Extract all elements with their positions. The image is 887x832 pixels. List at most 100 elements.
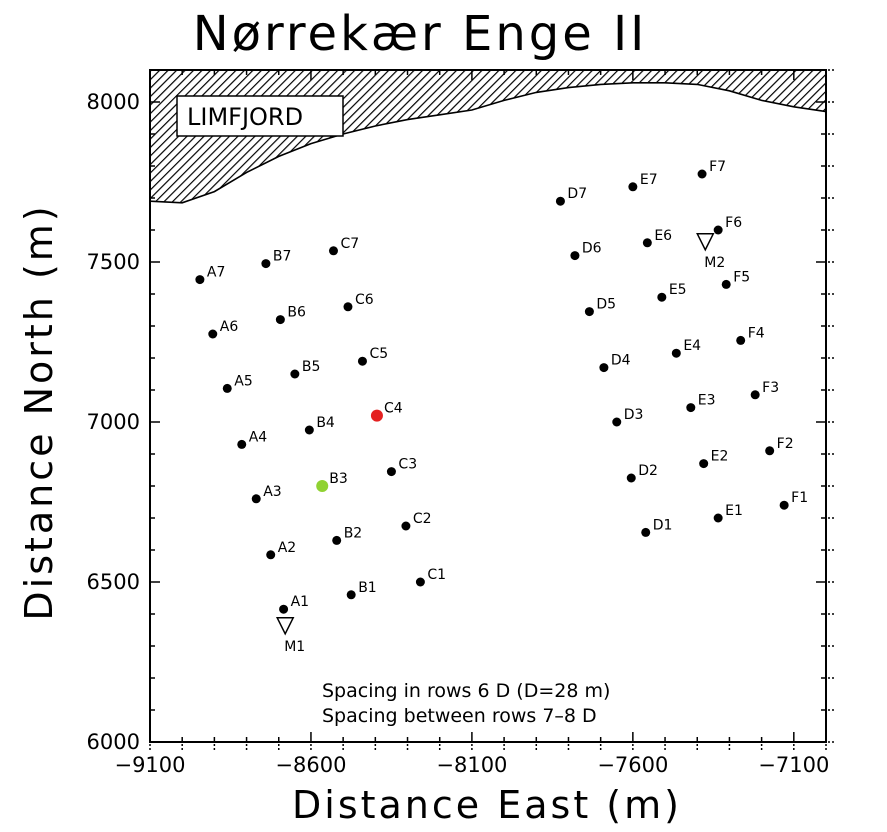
turbine-label-d4: D4	[611, 353, 631, 369]
annotation-spacing-between-rows: Spacing between rows 7–8 D	[322, 705, 597, 727]
turbine-point-a3	[251, 494, 261, 504]
mast-marker-m2	[696, 233, 715, 252]
turbine-label-f1: F1	[791, 490, 808, 506]
region-label-box: LIMFJORD	[176, 95, 344, 137]
mast-label-m1: M1	[284, 639, 305, 655]
chart-title: Nørrekær Enge II	[193, 6, 648, 62]
x-tick-label: −9100	[114, 753, 185, 777]
turbine-label-b3: B3	[329, 471, 348, 487]
turbine-label-d2: D2	[638, 463, 658, 479]
turbine-point-a6	[208, 329, 218, 339]
turbine-label-f5: F5	[733, 269, 750, 285]
turbine-point-e6	[642, 238, 652, 248]
turbine-label-e6: E6	[654, 228, 672, 244]
turbine-points: A1 A2 A3 A4 A5 A6 A7 B1 B2 B3 B4 B5 B6 B7 C1 C2 C3 C4 C5 C6…	[195, 159, 808, 655]
turbine-label-b2: B2	[344, 525, 363, 541]
turbine-point-a2	[266, 550, 276, 560]
turbine-point-d3	[612, 417, 622, 427]
turbine-label-e2: E2	[711, 449, 729, 465]
turbine-label-f7: F7	[709, 159, 726, 175]
turbine-point-d5	[584, 307, 594, 317]
turbine-point-c4	[370, 409, 383, 422]
x-tick-label: −8100	[436, 753, 507, 777]
y-tick-label: 6500	[87, 570, 140, 594]
turbine-point-f7	[697, 169, 707, 179]
turbine-label-b6: B6	[287, 305, 306, 321]
turbine-point-f2	[765, 446, 775, 456]
turbine-label-c6: C6	[355, 292, 374, 308]
turbine-point-a5	[222, 383, 232, 393]
turbine-label-f4: F4	[748, 325, 765, 341]
turbine-label-c1: C1	[427, 567, 446, 583]
y-tick-label: 8000	[87, 90, 140, 114]
turbine-point-e1	[713, 513, 723, 523]
turbine-label-f6: F6	[725, 215, 742, 231]
turbine-point-c7	[328, 246, 338, 256]
axes: −9100 −8600 −8100 −7600 −7100 6000 6500 7000 750…	[87, 69, 834, 777]
turbine-label-f3: F3	[762, 380, 779, 396]
mast-marker-m1	[275, 617, 295, 636]
turbine-label-d1: D1	[653, 517, 673, 533]
turbine-label-c5: C5	[369, 346, 388, 362]
turbine-point-f1	[779, 500, 789, 510]
turbine-point-f4	[736, 335, 746, 345]
turbine-point-e4	[671, 348, 681, 358]
turbine-label-a1: A1	[291, 594, 309, 610]
annotation-spacing-rows: Spacing in rows 6 D (D=28 m)	[322, 680, 610, 702]
turbine-point-b6	[275, 315, 285, 325]
turbine-point-e2	[699, 459, 709, 469]
turbine-label-b1: B1	[358, 580, 377, 596]
turbine-point-f6	[713, 225, 723, 235]
turbine-label-d5: D5	[596, 297, 616, 313]
turbine-label-f2: F2	[777, 436, 794, 452]
x-tick-label: −7600	[597, 753, 668, 777]
turbine-label-d6: D6	[582, 241, 602, 257]
y-tick-label: 7500	[87, 250, 140, 274]
turbine-label-b5: B5	[302, 359, 321, 375]
turbine-point-c5	[357, 356, 367, 366]
region-label: LIMFJORD	[187, 103, 303, 131]
turbine-point-b5	[290, 369, 300, 379]
turbine-point-a7	[195, 275, 205, 285]
shoreline	[149, 82, 827, 204]
turbine-label-a3: A3	[263, 484, 281, 500]
turbine-point-d6	[570, 251, 580, 261]
turbine-label-b7: B7	[273, 249, 292, 265]
turbine-point-b1	[346, 590, 356, 600]
y-tick-label: 7000	[87, 410, 140, 434]
turbine-label-a2: A2	[278, 540, 296, 556]
y-tick-label: 6000	[87, 730, 140, 754]
mast-label-m2: M2	[704, 255, 725, 271]
turbine-label-a5: A5	[234, 373, 252, 389]
turbine-label-d7: D7	[567, 186, 587, 202]
turbine-label-e7: E7	[640, 172, 658, 188]
y-axis-title: Distance North (m)	[17, 203, 61, 620]
plot-frame	[149, 69, 827, 743]
turbine-point-f5	[721, 279, 731, 289]
turbine-point-d1	[641, 527, 651, 537]
turbine-label-b4: B4	[316, 415, 335, 431]
turbine-label-c7: C7	[340, 236, 359, 252]
turbine-point-b3	[316, 480, 329, 492]
turbine-point-f3	[750, 390, 760, 400]
turbine-label-c4: C4	[384, 401, 403, 417]
turbine-label-a4: A4	[249, 429, 268, 445]
turbine-point-c3	[386, 467, 396, 477]
turbine-point-a1	[279, 604, 289, 614]
turbine-point-d7	[555, 196, 565, 206]
x-axis-title: Distance East (m)	[292, 783, 682, 827]
turbine-point-e7	[628, 182, 638, 192]
turbine-point-d4	[599, 363, 609, 373]
turbine-label-e1: E1	[725, 503, 743, 519]
x-tick-label: −8600	[275, 753, 346, 777]
turbine-point-c2	[401, 521, 411, 531]
turbine-point-d2	[626, 473, 636, 483]
turbine-label-a7: A7	[207, 265, 225, 281]
turbine-point-b2	[332, 535, 342, 545]
x-tick-label: −7100	[758, 753, 829, 777]
turbine-point-b4	[304, 425, 314, 435]
turbine-label-a6: A6	[220, 319, 239, 335]
turbine-label-e5: E5	[669, 282, 687, 298]
turbine-label-d3: D3	[624, 407, 644, 423]
